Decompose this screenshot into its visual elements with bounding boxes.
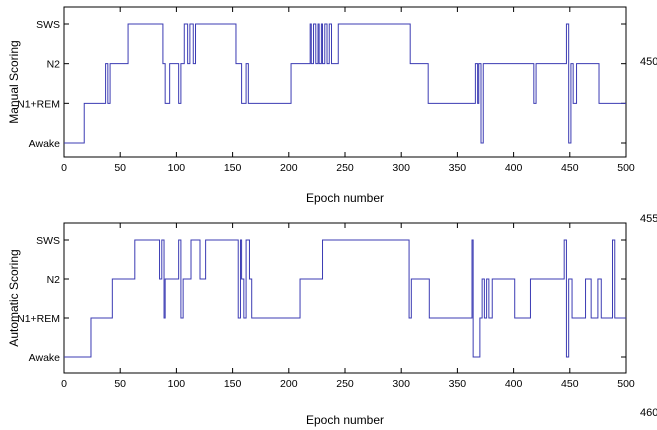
x-tick-label: 200 <box>280 378 298 390</box>
side-number: 460 <box>640 407 657 419</box>
y-tick-label: N1+REM <box>17 98 60 110</box>
y-tick-label: SWS <box>36 235 60 247</box>
automatic-scoring-panel: Awake N1+REM N2 SWS 0 50 100 150 200 250 300 350 40… <box>7 222 635 427</box>
x-tick-label: 150 <box>224 162 242 174</box>
manual-scoring-panel: Awake N1+REM N2 SWS 0 50 100 150 200 250 300 350 40… <box>7 6 635 205</box>
y-axis-label: Manual Scoring <box>7 40 21 123</box>
x-tick-label: 150 <box>224 378 242 390</box>
x-tick-label: 500 <box>617 162 635 174</box>
x-ticks: 0 50 100 150 200 250 300 350 400 450 500 <box>61 7 635 174</box>
x-tick-label: 0 <box>61 162 67 174</box>
x-tick-label: 450 <box>561 162 579 174</box>
x-tick-label: 250 <box>336 378 354 390</box>
x-tick-label: 500 <box>617 378 635 390</box>
x-tick-label: 200 <box>280 162 298 174</box>
y-tick-label: N2 <box>47 59 61 71</box>
x-ticks: 0 50 100 150 200 250 300 350 400 450 500 <box>61 223 635 390</box>
x-axis-label: Epoch number <box>306 191 384 205</box>
x-tick-label: 400 <box>505 162 523 174</box>
x-tick-label: 350 <box>449 162 467 174</box>
side-number: 455 <box>640 213 657 225</box>
x-tick-label: 0 <box>61 378 67 390</box>
series-lines <box>64 23 626 144</box>
x-axis-label: Epoch number <box>306 413 384 427</box>
x-tick-label: 300 <box>392 162 410 174</box>
y-ticks: Awake N1+REM N2 SWS <box>17 235 626 364</box>
x-tick-label: 250 <box>336 162 354 174</box>
y-ticks: Awake N1+REM N2 SWS <box>17 19 626 150</box>
x-tick-label: 450 <box>561 378 579 390</box>
y-tick-label: SWS <box>36 19 60 31</box>
y-tick-label: N1+REM <box>17 313 60 325</box>
y-axis-label: Automatic Scoring <box>7 249 21 346</box>
x-tick-label: 400 <box>505 378 523 390</box>
side-number: 450 <box>640 56 657 68</box>
plot-frame <box>63 222 627 374</box>
x-tick-label: 100 <box>168 162 186 174</box>
series-line <box>64 23 626 144</box>
series-lines <box>64 239 626 358</box>
x-tick-label: 50 <box>114 162 126 174</box>
x-tick-label: 50 <box>114 378 126 390</box>
y-tick-label: Awake <box>29 138 60 150</box>
y-tick-label: Awake <box>29 352 60 364</box>
x-tick-label: 350 <box>449 378 467 390</box>
y-tick-label: N2 <box>47 274 61 286</box>
series-line <box>64 239 626 358</box>
plot-frame <box>63 6 627 158</box>
x-tick-label: 100 <box>168 378 186 390</box>
x-tick-label: 300 <box>392 378 410 390</box>
